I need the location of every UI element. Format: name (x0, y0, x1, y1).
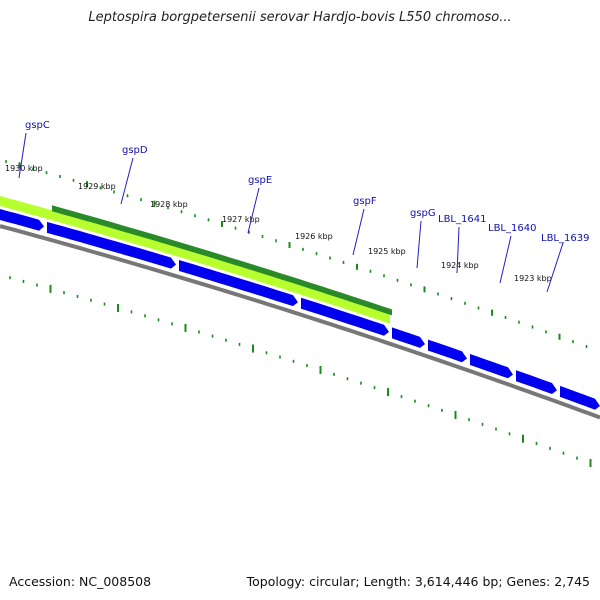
kbp-label: 1925 kbp (368, 247, 406, 256)
gene-leader-line (247, 187, 260, 234)
gene-leader-line (18, 132, 27, 179)
kbp-label: 1926 kbp (295, 232, 333, 241)
backbone-line (0, 224, 600, 420)
gene-label: gspD (122, 145, 148, 156)
cds-arrow (560, 385, 600, 410)
cds-arrow (47, 221, 176, 269)
cds-arrow (301, 297, 389, 336)
cds-arrow (179, 260, 298, 307)
cds-arrow (392, 327, 425, 348)
highlight-region-edge (52, 205, 392, 316)
cds-arrow (516, 370, 557, 394)
gene-label: LBL_1639 (541, 233, 589, 244)
kbp-label: 1924 kbp (441, 261, 479, 270)
kbp-label: 1929 kbp (78, 182, 116, 191)
cds-arrow (0, 209, 44, 231)
backbone-track (0, 224, 600, 420)
gene-leader-line (499, 235, 512, 284)
accession-label: Accession: NC_008508 (9, 574, 152, 589)
gene-leader-line (416, 220, 422, 269)
topology-label: Topology: circular; Length: 3,614,446 bp… (246, 574, 590, 589)
kbp-label: 1928 kbp (150, 200, 188, 209)
gene-label: gspC (25, 120, 50, 131)
gene-label: gspF (353, 196, 377, 207)
cds-arrow (428, 339, 467, 363)
highlight-track (0, 196, 392, 324)
kbp-scale-labels: 1930 kbp 1929 kbp 1928 kbp 1927 kbp 1926 kbp… (5, 164, 552, 283)
gene-leader-line (546, 242, 564, 293)
gene-label: LBL_1641 (438, 214, 486, 225)
gene-leader-line (352, 208, 365, 256)
outer-tick-marks (5, 160, 588, 349)
gene-leader-line (120, 157, 134, 205)
gene-label: gspE (248, 175, 272, 186)
map-title: Leptospira borgpetersenii serovar Hardjo… (88, 10, 512, 25)
gene-leader-line (456, 226, 460, 274)
inner-tick-marks (9, 276, 592, 468)
gene-label: gspG (410, 208, 436, 219)
cds-arrow (470, 354, 513, 379)
kbp-label: 1930 kbp (5, 164, 43, 173)
gene-label: LBL_1640 (488, 223, 536, 234)
highlight-region (0, 196, 390, 324)
cds-track (0, 209, 600, 410)
kbp-label: 1923 kbp (514, 274, 552, 283)
kbp-label: 1927 kbp (222, 215, 260, 224)
